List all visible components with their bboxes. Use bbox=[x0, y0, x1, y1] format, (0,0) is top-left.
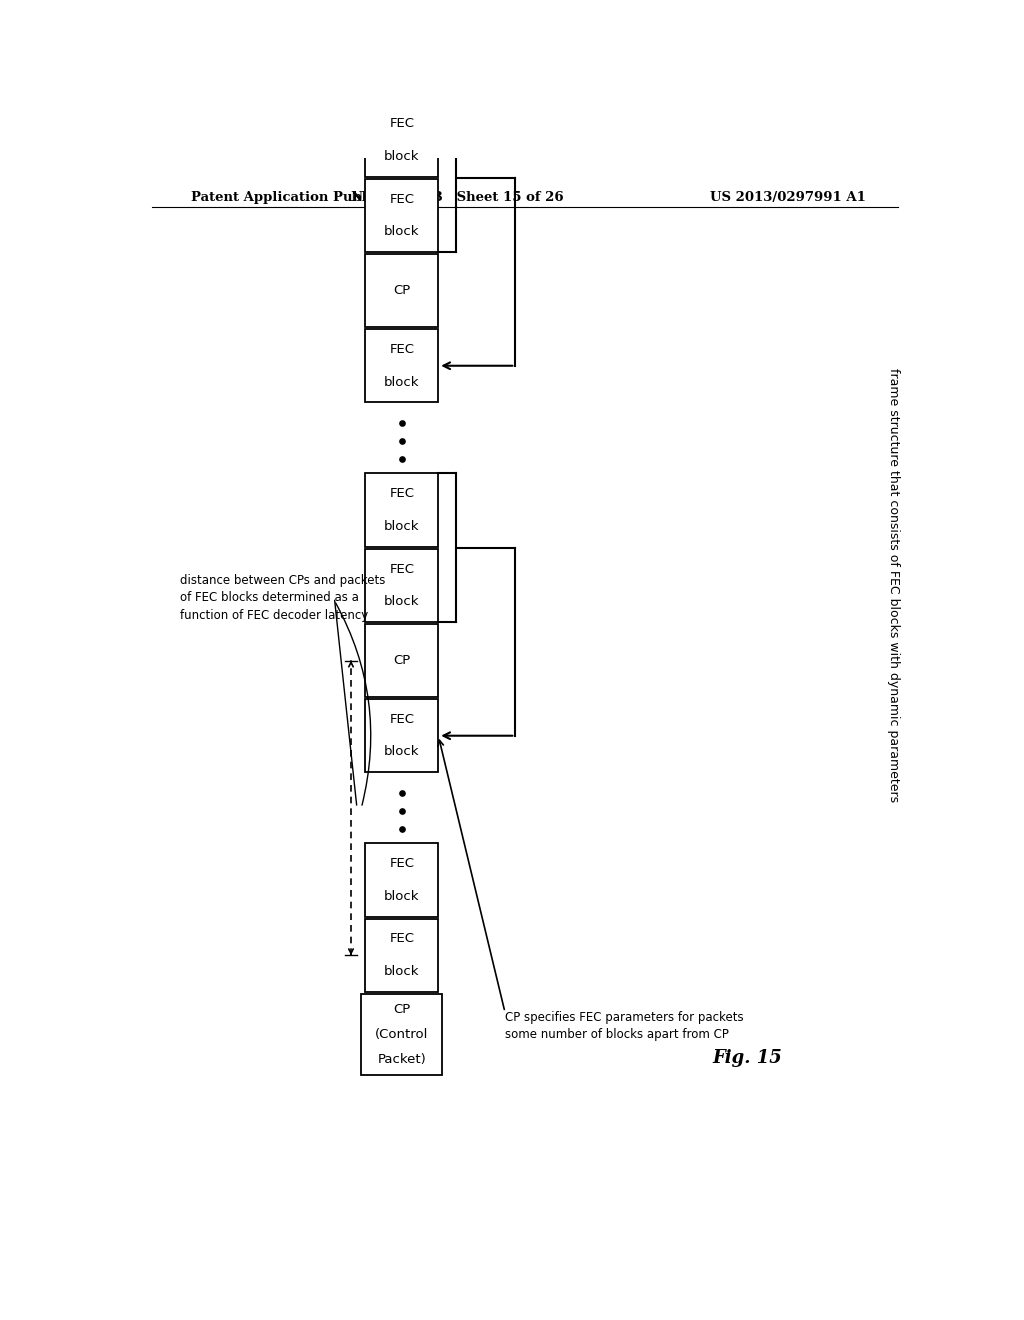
Text: FEC: FEC bbox=[389, 343, 415, 356]
Text: FEC: FEC bbox=[389, 562, 415, 576]
Bar bbox=[366, 624, 438, 697]
Text: block: block bbox=[384, 890, 420, 903]
Text: CP: CP bbox=[393, 1003, 411, 1015]
Bar bbox=[366, 474, 438, 546]
Text: Patent Application Publication: Patent Application Publication bbox=[191, 190, 418, 203]
Text: FEC: FEC bbox=[389, 487, 415, 500]
Bar bbox=[366, 178, 438, 252]
Text: block: block bbox=[384, 150, 420, 162]
Text: FEC: FEC bbox=[389, 932, 415, 945]
Text: block: block bbox=[384, 746, 420, 759]
Bar bbox=[366, 843, 438, 916]
Bar bbox=[361, 994, 442, 1076]
Bar bbox=[366, 549, 438, 622]
Bar bbox=[366, 329, 438, 403]
Text: FEC: FEC bbox=[389, 193, 415, 206]
Text: of FEC blocks determined as a: of FEC blocks determined as a bbox=[179, 591, 358, 605]
Text: CP specifies FEC parameters for packets: CP specifies FEC parameters for packets bbox=[505, 1011, 743, 1024]
Text: CP: CP bbox=[393, 653, 411, 667]
Bar bbox=[366, 919, 438, 991]
Text: function of FEC decoder latency: function of FEC decoder latency bbox=[179, 610, 368, 622]
Bar bbox=[366, 700, 438, 772]
Text: Nov. 7, 2013   Sheet 15 of 26: Nov. 7, 2013 Sheet 15 of 26 bbox=[351, 190, 563, 203]
Text: block: block bbox=[384, 226, 420, 238]
Text: some number of blocks apart from CP: some number of blocks apart from CP bbox=[505, 1028, 729, 1041]
Text: block: block bbox=[384, 375, 420, 388]
Text: FEC: FEC bbox=[389, 857, 415, 870]
Text: Fig. 15: Fig. 15 bbox=[712, 1049, 782, 1067]
Text: FEC: FEC bbox=[389, 117, 415, 131]
Text: block: block bbox=[384, 965, 420, 978]
Text: (Control: (Control bbox=[375, 1028, 428, 1041]
Text: block: block bbox=[384, 595, 420, 609]
Text: US 2013/0297991 A1: US 2013/0297991 A1 bbox=[711, 190, 866, 203]
Text: CP: CP bbox=[393, 284, 411, 297]
Bar bbox=[366, 253, 438, 327]
Text: distance between CPs and packets: distance between CPs and packets bbox=[179, 574, 385, 586]
Bar bbox=[366, 103, 438, 177]
Text: frame structure that consists of FEC blocks with dynamic parameters: frame structure that consists of FEC blo… bbox=[888, 368, 900, 803]
Text: Packet): Packet) bbox=[378, 1053, 426, 1067]
Text: FEC: FEC bbox=[389, 713, 415, 726]
Text: block: block bbox=[384, 520, 420, 533]
